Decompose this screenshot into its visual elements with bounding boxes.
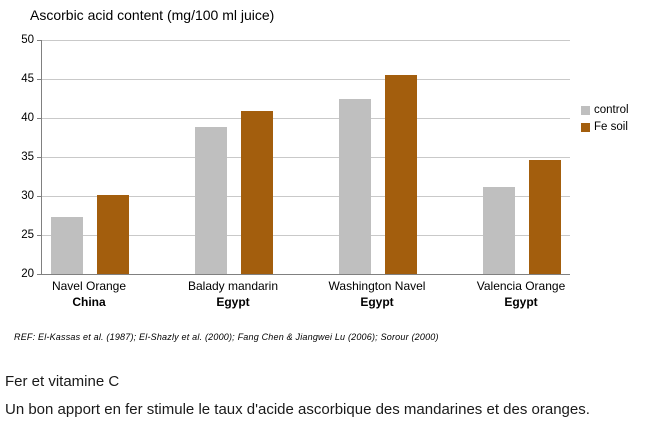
- y-tick-label: 45: [21, 73, 34, 85]
- y-tick-mark: [37, 79, 42, 80]
- y-tick-label: 30: [21, 190, 34, 202]
- category-variety: Navel Orange: [51, 279, 127, 293]
- y-tick-mark: [37, 157, 42, 158]
- legend-label: Fe soil: [594, 121, 628, 133]
- legend-item: control: [581, 104, 629, 116]
- category-country: Egypt: [216, 295, 250, 309]
- gridline: [42, 117, 570, 119]
- reference-note: REF: El-Kassas et al. (1987); El-Shazly …: [14, 332, 439, 342]
- legend-swatch: [581, 105, 590, 115]
- category-country: China: [72, 295, 106, 309]
- y-tick-mark: [37, 196, 42, 197]
- bar-control: [483, 186, 515, 274]
- gridline: [42, 234, 570, 236]
- category-country: Egypt: [360, 295, 394, 309]
- y-tick-label: 40: [21, 112, 34, 124]
- bar-fe-soil: [529, 160, 561, 274]
- category-label: Washington Navel Egypt: [305, 278, 449, 310]
- bar-control: [195, 127, 227, 274]
- bar-chart: Ascorbic acid content (mg/100 ml juice) …: [14, 7, 629, 342]
- legend-item: Fe soil: [581, 121, 629, 133]
- legend-label: control: [594, 104, 629, 116]
- legend: control Fe soil: [581, 104, 629, 138]
- y-tick-label: 35: [21, 151, 34, 163]
- category-variety: Balady mandarin: [187, 279, 279, 293]
- gridline: [42, 195, 570, 197]
- bar-fe-soil: [385, 75, 417, 274]
- bar-fe-soil: [97, 195, 129, 274]
- y-tick-label: 50: [21, 34, 34, 46]
- y-tick-mark: [37, 118, 42, 119]
- gridline: [42, 156, 570, 158]
- category-country: Egypt: [504, 295, 538, 309]
- category-label: Balady mandarin Egypt: [161, 278, 305, 310]
- chart-title: Ascorbic acid content (mg/100 ml juice): [30, 7, 275, 23]
- y-tick-label: 20: [21, 268, 34, 280]
- y-tick-mark: [37, 40, 42, 41]
- y-tick-mark: [37, 274, 42, 275]
- bar-fe-soil: [241, 110, 273, 274]
- caption-heading: Fer et vitamine C: [5, 373, 120, 390]
- category-variety: Valencia Orange: [476, 279, 566, 293]
- y-tick-label: 25: [21, 229, 34, 241]
- plot-area: [37, 40, 570, 275]
- caption-body: Un bon apport en fer stimule le taux d'a…: [5, 401, 590, 418]
- bar-control: [339, 99, 371, 274]
- category-variety: Washington Navel: [328, 279, 426, 293]
- y-tick-mark: [37, 235, 42, 236]
- category-label: Valencia Orange Egypt: [449, 278, 593, 310]
- category-label: Navel Orange China: [17, 278, 161, 310]
- bar-control: [51, 217, 83, 274]
- gridline: [42, 40, 570, 41]
- gridline: [42, 78, 570, 80]
- legend-swatch: [581, 122, 590, 132]
